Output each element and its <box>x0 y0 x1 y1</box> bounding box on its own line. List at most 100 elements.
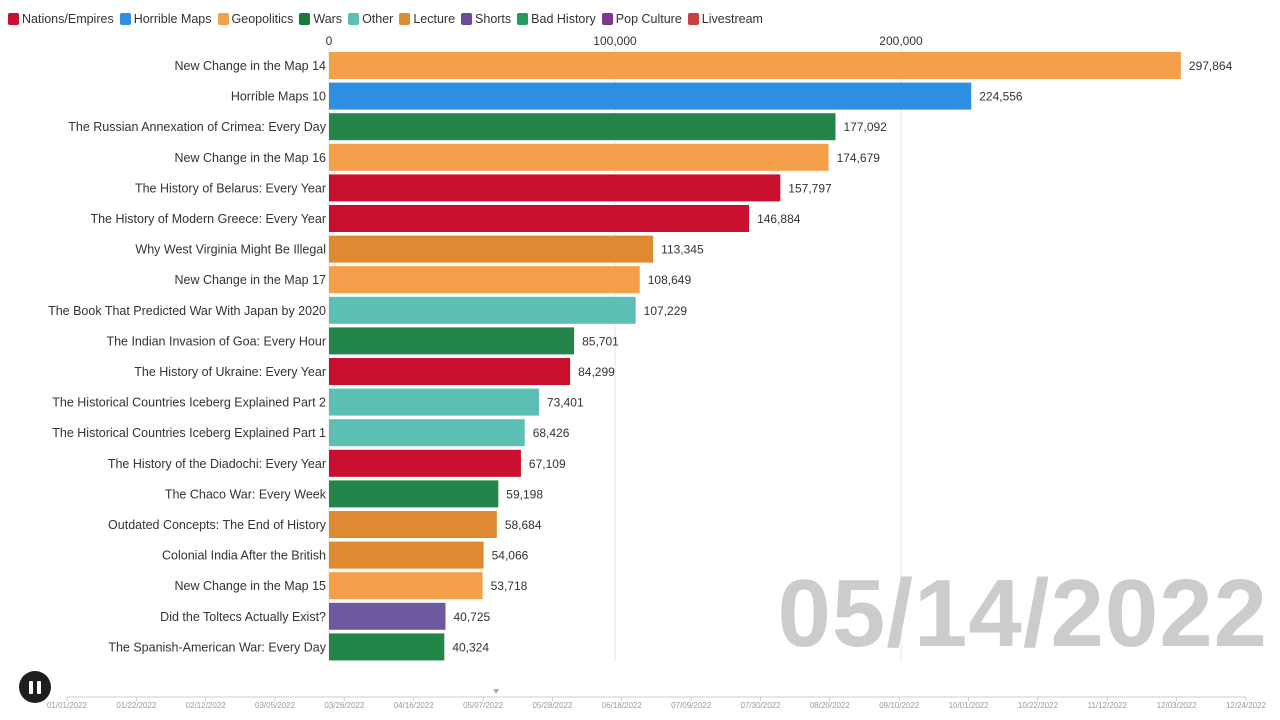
bar <box>329 174 781 202</box>
timeline-date-label: 01/01/2022 <box>47 701 88 710</box>
legend-swatch <box>517 13 529 25</box>
timeline-date-label: 12/24/2022 <box>1226 701 1267 710</box>
bar-category-label: The Historical Countries Iceberg Explain… <box>52 396 326 410</box>
bar-value-label: 85,701 <box>582 334 619 348</box>
x-tick-label: 100,000 <box>593 34 637 48</box>
legend-swatch <box>399 13 411 25</box>
bar-category-label: The Indian Invasion of Goa: Every Hour <box>106 334 326 348</box>
pause-icon <box>27 680 43 694</box>
bar-category-label: The History of Belarus: Every Year <box>135 181 326 195</box>
legend-label: Pop Culture <box>615 12 682 26</box>
legend-item[interactable]: Livestream <box>687 12 763 26</box>
bar <box>329 327 575 355</box>
timeline-date-label: 06/18/2022 <box>602 701 643 710</box>
pause-button[interactable] <box>19 671 51 703</box>
bar-category-label: New Change in the Map 17 <box>175 273 327 287</box>
bar-category-label: Horrible Maps 10 <box>231 90 326 104</box>
bar <box>329 572 483 600</box>
legend-item[interactable]: Wars <box>299 12 342 26</box>
legend-item[interactable]: Bad History <box>517 12 596 26</box>
timeline-date-label: 11/12/2022 <box>1088 701 1128 710</box>
bar <box>329 449 521 477</box>
legend-label: Shorts <box>475 12 512 26</box>
bar-value-label: 146,884 <box>757 212 801 226</box>
bar <box>329 52 1181 79</box>
bar-value-label: 157,797 <box>788 181 832 195</box>
timeline-date-label: 10/22/2022 <box>1018 701 1059 710</box>
bar <box>329 266 640 294</box>
bar-category-label: The Book That Predicted War With Japan b… <box>48 304 326 318</box>
timeline-date-label: 01/22/2022 <box>116 701 157 710</box>
legend-label: Bad History <box>531 12 596 26</box>
bar-category-label: New Change in the Map 16 <box>175 151 327 165</box>
legend-item[interactable]: Lecture <box>399 12 455 26</box>
bar-category-label: The History of Ukraine: Every Year <box>134 365 326 379</box>
legend-swatch <box>601 13 613 25</box>
bar-category-label: The Chaco War: Every Week <box>165 487 327 501</box>
timeline-date-label: 05/28/2022 <box>532 701 573 710</box>
legend-label: Nations/Empires <box>22 12 114 26</box>
legend-item[interactable]: Shorts <box>461 12 511 26</box>
bar-category-label: The Spanish-American War: Every Day <box>108 640 326 654</box>
bar-value-label: 84,299 <box>578 365 615 379</box>
bar <box>329 143 829 171</box>
bar-chart: 0 100,000 200,000 New Change in the Map 14 2… <box>48 34 1233 662</box>
legend-item[interactable]: Horrible Maps <box>119 12 212 26</box>
x-tick-label: 200,000 <box>879 34 923 48</box>
bar-category-label: The Russian Annexation of Crimea: Every … <box>68 120 327 134</box>
legend-swatch <box>348 13 360 25</box>
bar-value-label: 107,229 <box>644 304 688 318</box>
timeline-date-label: 03/26/2022 <box>324 701 365 710</box>
bar-value-label: 73,401 <box>547 396 584 410</box>
timeline-date-label: 03/05/2022 <box>255 701 296 710</box>
timeline-date-label: 09/10/2022 <box>879 701 920 710</box>
legend-item[interactable]: Pop Culture <box>601 12 682 26</box>
bar-category-label: The History of the Diadochi: Every Year <box>108 457 326 471</box>
bar <box>329 82 972 110</box>
bar-value-label: 224,556 <box>979 90 1023 104</box>
bar-category-label: Why West Virginia Might Be Illegal <box>135 243 326 257</box>
timeline-slider[interactable]: 01/01/2022 01/22/2022 02/12/2022 03/05/2022… <box>0 688 1280 720</box>
bar-category-label: The History of Modern Greece: Every Year <box>90 212 326 226</box>
legend-swatch <box>119 13 131 25</box>
bar-category-label: New Change in the Map 15 <box>175 579 327 593</box>
timeline-date-label: 02/12/2022 <box>186 701 227 710</box>
legend-label: Lecture <box>413 12 456 26</box>
legend-item[interactable]: Other <box>348 12 393 26</box>
timeline-date-label: 05/07/2022 <box>463 701 504 710</box>
bar-value-label: 174,679 <box>837 151 881 165</box>
bar <box>329 541 484 569</box>
bar <box>329 480 499 508</box>
timeline-date-label: 12/03/2022 <box>1157 701 1198 710</box>
legend-swatch <box>8 13 19 25</box>
bar-value-label: 40,324 <box>452 640 489 654</box>
bar-category-label: Colonial India After the British <box>162 549 326 563</box>
bar <box>329 388 539 416</box>
timeline-date-label: 10/01/2022 <box>949 701 990 710</box>
bar-category-label: Outdated Concepts: The End of History <box>108 518 327 532</box>
bar <box>329 296 636 324</box>
timeline-date-label: 04/16/2022 <box>394 701 435 710</box>
bar <box>329 358 571 385</box>
legend-label: Livestream <box>701 12 763 26</box>
legend-swatch <box>461 13 473 25</box>
bar-value-label: 58,684 <box>505 518 542 532</box>
timeline-date-label: 08/20/2022 <box>810 701 851 710</box>
timeline-handle[interactable] <box>493 689 500 694</box>
legend-item[interactable]: Geopolitics <box>217 12 293 26</box>
bar <box>329 113 836 141</box>
current-date-label: 05/14/2022 <box>777 560 1268 667</box>
bar-value-label: 59,198 <box>506 487 543 501</box>
bar-value-label: 113,345 <box>661 243 704 257</box>
bar <box>329 419 525 447</box>
bar <box>329 633 445 661</box>
bar-category-label: New Change in the Map 14 <box>175 59 327 73</box>
bar-value-label: 53,718 <box>491 579 528 593</box>
timeline-date-label: 07/30/2022 <box>741 701 782 710</box>
bar <box>329 205 750 232</box>
bar <box>329 602 446 630</box>
bar-value-label: 177,092 <box>843 120 887 134</box>
bar <box>329 235 654 263</box>
legend-item[interactable]: Nations/Empires <box>8 12 114 26</box>
legend-label: Wars <box>313 12 343 26</box>
